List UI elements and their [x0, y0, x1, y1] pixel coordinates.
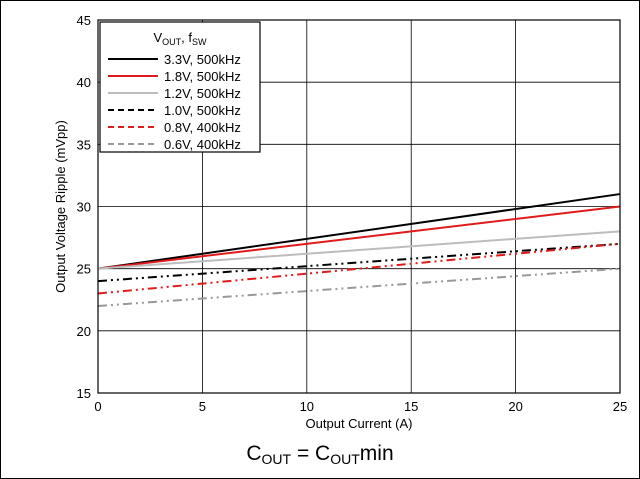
x-tick-label: 20 — [508, 399, 522, 414]
legend-title-v: V — [153, 30, 162, 45]
chart-caption: COUT = COUTmin — [0, 442, 640, 467]
legend-title: VOUT, fSW — [153, 30, 207, 47]
series-line — [97, 205, 621, 270]
ripple-chart: 0 5 10 15 20 25 15 20 25 30 35 40 45 Output Current … — [53, 13, 628, 431]
legend-box — [99, 21, 261, 153]
legend-title-vout-sub: OUT — [162, 37, 182, 47]
legend-label: 3.3V, 500kHz — [164, 52, 241, 67]
y-axis-label: Output Voltage Ripple (mVpp) — [53, 120, 68, 293]
y-tick-label: 15 — [77, 386, 91, 401]
legend: VOUT, fSW 3.3V, 500kHz 1.8V, 500kHz 1.2V, … — [99, 21, 261, 153]
y-tick-label: 20 — [77, 324, 91, 339]
legend-label: 0.8V, 400kHz — [164, 120, 241, 135]
legend-items: 3.3V, 500kHz 1.8V, 500kHz 1.2V, 500kHz 1.0V… — [108, 52, 241, 152]
x-tick-label: 5 — [199, 399, 206, 414]
y-tick-label: 30 — [77, 200, 91, 215]
caption-eq: = C — [291, 442, 331, 465]
tick-labels: 0 5 10 15 20 25 15 20 25 30 35 40 45 — [77, 13, 628, 414]
caption-c2-sub: OUT — [330, 451, 360, 467]
x-tick-label: 15 — [404, 399, 418, 414]
legend-label: 1.2V, 500kHz — [164, 86, 241, 101]
x-tick-label: 0 — [94, 399, 101, 414]
y-tick-label: 25 — [77, 262, 91, 277]
caption-tail: min — [359, 442, 394, 465]
y-tick-label: 45 — [77, 13, 91, 28]
legend-label: 1.0V, 500kHz — [164, 103, 241, 118]
x-axis-label: Output Current (A) — [306, 416, 413, 431]
legend-title-sep: , f — [181, 30, 192, 45]
series-line — [97, 230, 621, 270]
y-tick-label: 35 — [77, 137, 91, 152]
legend-label: 0.6V, 400kHz — [164, 137, 241, 152]
caption-c1-sub: OUT — [261, 451, 292, 467]
series-line — [97, 267, 621, 307]
legend-title-fsw-sub: SW — [192, 37, 207, 47]
series-line — [97, 193, 621, 270]
x-tick-label: 10 — [300, 399, 314, 414]
x-tick-label: 25 — [613, 399, 627, 414]
series-group — [97, 193, 621, 307]
caption-c1: C — [246, 442, 262, 465]
y-tick-label: 40 — [77, 75, 91, 90]
legend-label: 1.8V, 500kHz — [164, 69, 241, 84]
plot-border — [97, 19, 621, 394]
